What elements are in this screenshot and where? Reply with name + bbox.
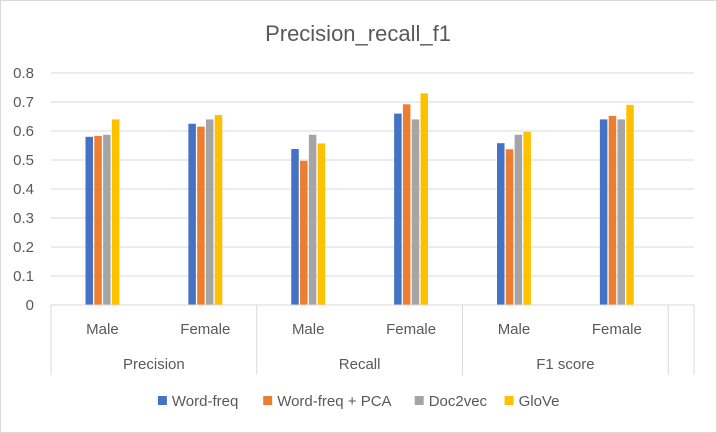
- bar: [411, 119, 420, 306]
- x-group-label: F1 score: [536, 356, 594, 373]
- x-group-label: Recall: [339, 356, 381, 373]
- bar: [505, 149, 514, 305]
- y-tick-label: 0.8: [13, 65, 34, 82]
- x-category-label: Male: [86, 321, 119, 338]
- x-category-label: Male: [498, 321, 531, 338]
- bar: [523, 131, 531, 305]
- legend: Word-freq Word-freq + PCA Doc2vec GloVe: [157, 393, 560, 410]
- legend-swatch: [263, 396, 273, 405]
- bar: [617, 119, 625, 306]
- legend-swatch: [504, 396, 514, 405]
- bar: [626, 104, 634, 306]
- bar: [111, 119, 120, 306]
- bar: [85, 136, 93, 305]
- legend-label: Doc2vec: [429, 393, 488, 410]
- chart-title: Precision_recall_f1: [265, 21, 451, 46]
- bar: [214, 115, 223, 305]
- legend-swatch: [414, 396, 424, 405]
- legend-label: Word-freq: [172, 393, 238, 410]
- bar: [608, 115, 617, 305]
- bar: [514, 134, 523, 305]
- bar: [402, 104, 411, 305]
- bar: [291, 148, 299, 305]
- bar: [300, 160, 308, 305]
- bar: [94, 135, 102, 305]
- gridlines: [51, 72, 694, 306]
- bar: [317, 143, 326, 305]
- y-tick-label: 0.5: [13, 152, 34, 169]
- bar: [197, 126, 205, 306]
- bar: [599, 119, 608, 306]
- bars: [85, 93, 634, 306]
- bar: [188, 123, 196, 305]
- x-category-label: Female: [386, 321, 436, 338]
- bar: [103, 134, 111, 305]
- y-tick-label: 0.1: [13, 268, 34, 285]
- x-group-label: Precision: [123, 356, 185, 373]
- legend-swatch: [157, 396, 167, 405]
- x-category-label: Female: [180, 321, 230, 338]
- y-tick-label: 0.6: [13, 123, 34, 140]
- bar: [420, 93, 429, 305]
- x-category-label: Male: [292, 321, 325, 338]
- bar: [497, 143, 505, 305]
- y-tick-label: 0.7: [13, 94, 34, 111]
- bar: [205, 119, 214, 306]
- bar: [308, 134, 317, 305]
- x-category-label: Female: [592, 321, 642, 338]
- legend-label: GloVe: [519, 393, 560, 410]
- y-tick-label: 0.2: [13, 239, 34, 256]
- bar: [394, 113, 402, 305]
- legend-label: Word-freq + PCA: [277, 393, 391, 410]
- y-tick-label: 0.3: [13, 210, 34, 227]
- y-tick-label: 0.4: [13, 181, 34, 198]
- y-tick-label: 0: [26, 297, 34, 314]
- x-axis: 0 0.1 0.2 0.3 0.4 0.5 0.6 0.7 0.8 Male Female Male F…: [13, 65, 695, 375]
